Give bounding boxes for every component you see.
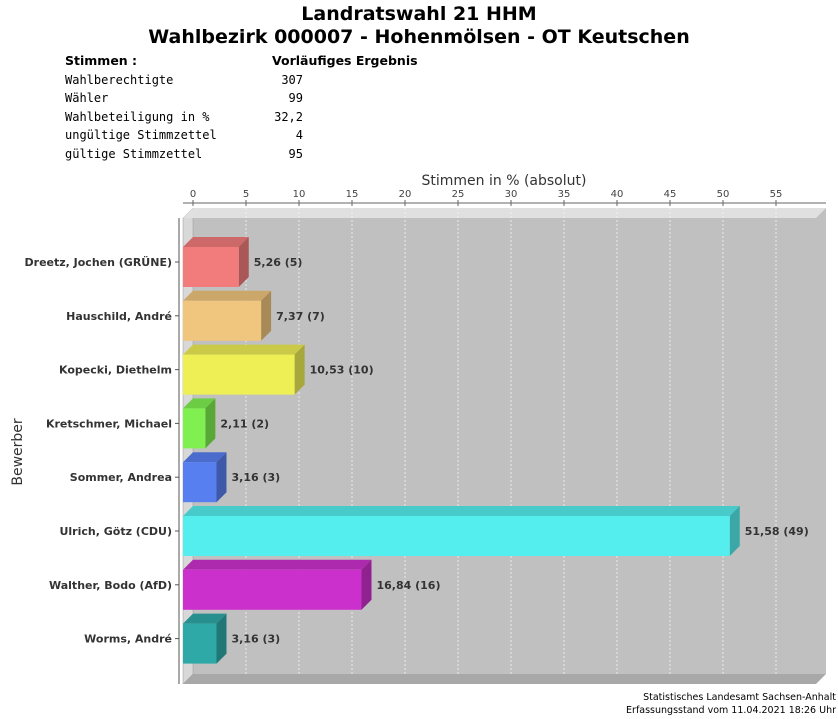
bar-side-face	[361, 559, 372, 610]
bar-top-face	[183, 398, 216, 409]
chart-axes: 0 5 10 15 20 25 30 35 40 45 50 55 Dreetz, Jochen (GR…	[25, 189, 826, 684]
summary-table: Wahlberechtigte 307 Wähler 99 Wahlbeteil…	[62, 71, 306, 163]
bar-top-face	[183, 237, 249, 247]
summary-value: 32,2	[274, 109, 303, 124]
summary-row: ungültige Stimmzettel 4	[62, 126, 306, 144]
chart-plot-area	[182, 207, 826, 685]
bar	[183, 506, 740, 556]
x-tick-label: 40	[611, 189, 624, 200]
bar-data-label: 51,58 (49)	[745, 525, 809, 538]
bar-front-face	[183, 516, 730, 556]
summary-row: Wahlbeteiligung in % 32,2	[62, 108, 306, 126]
summary-label: gültige Stimmzettel	[65, 146, 203, 161]
bar	[183, 559, 372, 610]
chart-subtitle: Wahlbezirk 000007 - Hohenmölsen - OT Keu…	[148, 26, 690, 48]
bar-top-face	[183, 613, 227, 624]
y-tick-label: Worms, André	[84, 633, 172, 646]
bar-side-face	[205, 398, 216, 449]
bar-data-label: 3,16 (3)	[231, 633, 280, 646]
summary-value: 4	[295, 128, 303, 143]
bar-front-face	[183, 300, 262, 341]
x-axis-label: Stimmen in % (absolut)	[422, 173, 587, 189]
y-tick-label: Walther, Bodo (AfD)	[49, 579, 172, 592]
summary-value: 307	[281, 73, 303, 87]
x-tick-label: 50	[717, 189, 730, 200]
summary-row: gültige Stimmzettel 95	[62, 145, 306, 163]
summary-value: 95	[288, 146, 303, 161]
x-tick-label: 30	[505, 189, 518, 200]
bar	[183, 398, 216, 449]
bar	[183, 613, 227, 664]
y-axis-label: Bewerber	[10, 418, 26, 486]
x-tick-label: 0	[190, 189, 196, 200]
y-tick-label: Sommer, Andrea	[70, 471, 172, 484]
bar-front-face	[183, 462, 217, 503]
y-tick-label: Kretschmer, Michael	[46, 417, 172, 430]
bar-data-label: 2,11 (2)	[220, 417, 269, 430]
summary-label: Wahlberechtigte	[65, 73, 174, 87]
x-tick-label: 10	[293, 189, 306, 200]
bar-front-face	[183, 569, 362, 610]
chart-gridlines	[245, 208, 777, 674]
bar-side-face	[729, 506, 740, 556]
plot-top-edge	[183, 208, 826, 218]
chart-title: Landratswahl 21 HHM	[301, 3, 537, 25]
bar	[183, 237, 249, 287]
plot-floor	[183, 674, 826, 684]
bar-data-label: 7,37 (7)	[276, 310, 325, 323]
y-tick-label: Dreetz, Jochen (GRÜNE)	[25, 255, 172, 269]
result-status-label: Vorläufiges Ergebnis	[272, 53, 418, 68]
chart-bars: 5,26 (5) 7,37 (7) 10,53 (10) 2,11 (2) 3,16 (…	[183, 237, 809, 664]
bar-side-face	[294, 344, 305, 395]
footer-timestamp: Erfassungsstand vom 11.04.2021 18:26 Uhr	[626, 705, 836, 716]
bar-front-face	[183, 354, 295, 395]
plot-back-wall	[193, 208, 826, 674]
footer-source: Statistisches Landesamt Sachsen-Anhalt	[643, 692, 836, 703]
x-tick-label: 45	[664, 189, 677, 200]
bar-data-label: 16,84 (16)	[377, 579, 441, 592]
bar-front-face	[183, 408, 206, 449]
bar	[183, 290, 272, 341]
bar-data-label: 10,53 (10)	[310, 364, 374, 377]
y-tick-label: Kopecki, Diethelm	[59, 364, 172, 377]
bar-front-face	[183, 247, 239, 287]
summary-label: ungültige Stimmzettel	[65, 128, 217, 143]
x-tick-label: 25	[452, 189, 465, 200]
bar-data-label: 5,26 (5)	[254, 256, 303, 269]
bar-side-face	[261, 290, 272, 341]
bar-top-face	[183, 344, 305, 355]
y-tick-label: Ulrich, Götz (CDU)	[59, 525, 172, 538]
summary-row: Wahlberechtigte 307	[62, 71, 306, 89]
bar-top-face	[183, 452, 227, 463]
bar-data-label: 3,16 (3)	[231, 471, 280, 484]
bar-front-face	[183, 623, 217, 664]
bar	[183, 344, 305, 395]
summary-value: 99	[288, 91, 303, 106]
x-tick-label: 55	[770, 189, 783, 200]
bar-top-face	[183, 290, 272, 301]
x-tick-label: 15	[346, 189, 359, 200]
bar-side-face	[238, 237, 249, 287]
bar-side-face	[216, 613, 227, 664]
x-tick-label: 20	[399, 189, 412, 200]
summary-label: Wahlbeteiligung in %	[65, 109, 210, 124]
summary-label: Wähler	[65, 91, 109, 106]
bar	[183, 452, 227, 503]
bar-top-face	[183, 506, 740, 516]
y-tick-label: Hauschild, André	[66, 310, 172, 323]
bar-side-face	[216, 452, 227, 503]
x-tick-label: 35	[558, 189, 571, 200]
x-tick-label: 5	[243, 189, 249, 200]
bar-top-face	[183, 559, 372, 570]
summary-row: Wähler 99	[62, 89, 306, 107]
stimmen-label: Stimmen :	[65, 53, 138, 68]
